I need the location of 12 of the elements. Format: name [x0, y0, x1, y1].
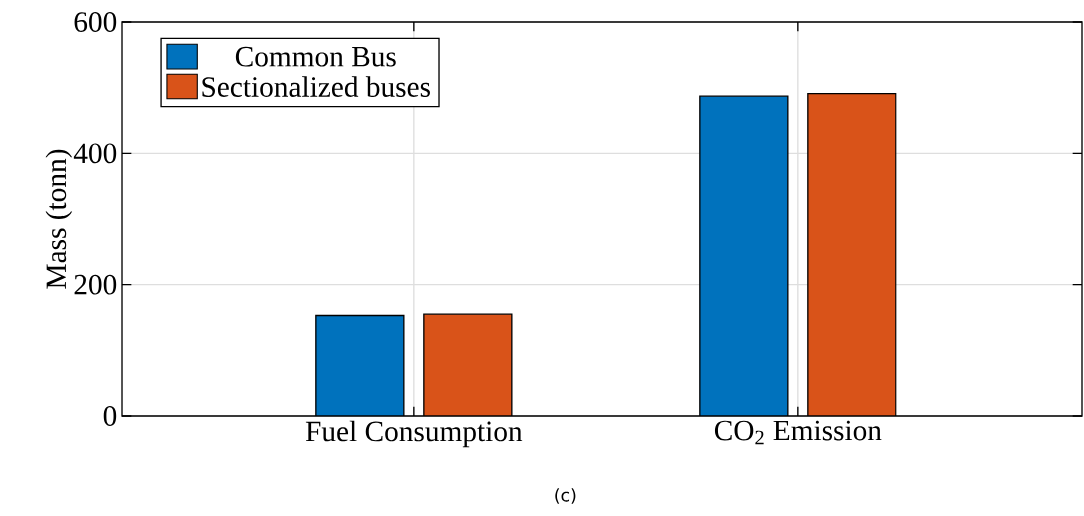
- legend-label: Sectionalized buses: [202, 76, 430, 97]
- y-tick-label: 400: [73, 143, 117, 164]
- x-tick-label: Fuel Consumption: [305, 420, 523, 448]
- text: (c): [555, 488, 576, 504]
- y-tick-label: 200: [74, 274, 117, 295]
- y-axis-title: Mass (tonn): [45, 149, 73, 289]
- x-tick-label: CO$_{2}$ Emission: [714, 420, 882, 445]
- y-tick-label: 0: [103, 406, 117, 426]
- bar: [699, 95, 789, 416]
- bar: [315, 314, 405, 416]
- y-tick-label: 600: [74, 12, 117, 32]
- legend-label: Common Bus: [235, 46, 396, 67]
